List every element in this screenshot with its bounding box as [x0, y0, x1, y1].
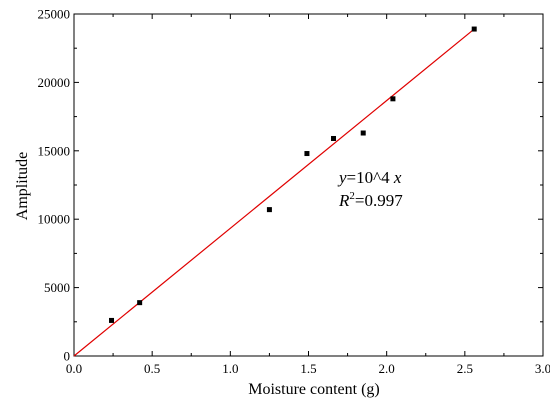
- x-tick-label: 3.0: [535, 361, 550, 376]
- x-tick-label: 2.0: [379, 361, 395, 376]
- x-tick-label: 1.0: [222, 361, 238, 376]
- x-axis-ticks: 0.0 0.5 1.0 1.5 2.0 2.5 3.0: [66, 14, 550, 376]
- equation-rest: =10^4: [347, 168, 394, 187]
- data-point: [304, 151, 310, 157]
- data-point: [266, 207, 272, 213]
- axes-frame: [73, 13, 544, 357]
- r-letter: R: [338, 191, 350, 210]
- equation-annotation: y=10^4 x: [337, 168, 402, 187]
- data-point: [360, 130, 366, 136]
- x-tick-label: 2.5: [457, 361, 473, 376]
- y-axis-ticks: 0 5000 10000 15000 20000 25000: [38, 7, 543, 364]
- x-axis-title: Moisture content (g): [248, 381, 380, 398]
- y-tick-label: 20000: [38, 75, 71, 90]
- data-point: [331, 135, 337, 141]
- r-superscript: 2: [349, 190, 355, 202]
- y-axis-title: Amplitude: [14, 152, 31, 220]
- x-tick-label: 0.0: [66, 361, 82, 376]
- y-tick-label: 0: [64, 349, 71, 364]
- y-tick-label: 15000: [38, 143, 71, 158]
- y-tick-label: 10000: [38, 212, 71, 227]
- plot-frame: [73, 13, 544, 357]
- fit-line-group: [73, 28, 475, 357]
- x-tick-label: 1.5: [300, 361, 316, 376]
- equation-y: y: [337, 168, 347, 187]
- data-point: [471, 26, 477, 32]
- data-point: [109, 317, 115, 323]
- data-points: [109, 26, 477, 323]
- r-value: =0.997: [355, 191, 403, 210]
- r-squared-annotation: R2=0.997: [338, 190, 403, 210]
- fit-line: [73, 28, 475, 357]
- data-point: [137, 300, 143, 306]
- x-tick-label: 0.5: [144, 361, 160, 376]
- y-tick-label: 5000: [44, 280, 70, 295]
- equation-x: x: [393, 168, 402, 187]
- y-tick-label: 25000: [38, 7, 71, 22]
- data-point: [390, 96, 396, 102]
